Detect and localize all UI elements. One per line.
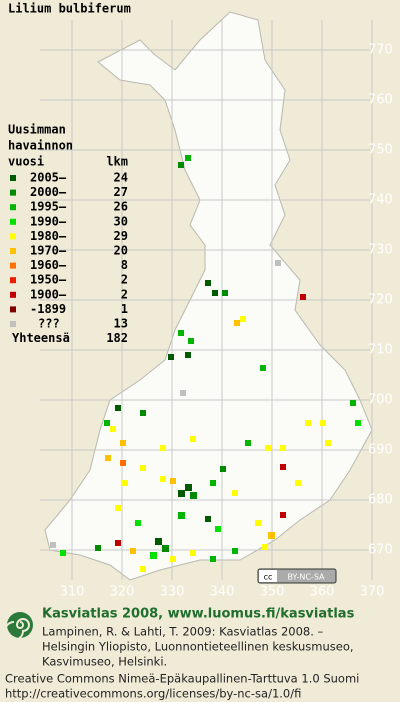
legend-swatch xyxy=(10,321,16,327)
y-axis-label: 670 xyxy=(368,543,393,558)
y-axis-label: 770 xyxy=(368,43,393,58)
x-axis-label: 330 xyxy=(160,585,185,600)
legend-count: 2 xyxy=(121,287,128,301)
legend-swatch xyxy=(10,218,16,225)
svg-text:cc: cc xyxy=(264,573,273,582)
y-axis-label: 760 xyxy=(368,93,393,108)
y-axis-label: 740 xyxy=(368,193,393,208)
x-axis-label: 350 xyxy=(260,585,285,600)
legend-count: 8 xyxy=(121,258,128,272)
legend-count: 26 xyxy=(114,200,128,214)
finland-outline xyxy=(44,11,373,581)
legend-count: 24 xyxy=(114,171,128,185)
legend-label: 1990– xyxy=(30,214,67,228)
legend-count: 20 xyxy=(114,244,128,258)
legend-swatch xyxy=(10,204,16,211)
legend-count: 27 xyxy=(114,185,128,199)
y-axis-label: 750 xyxy=(368,143,393,158)
legend-label: 2000– xyxy=(30,185,67,199)
legend-label: 2005– xyxy=(30,171,67,185)
y-axis-label: 730 xyxy=(368,243,393,258)
badge-label: BY-NC-SA xyxy=(287,573,325,582)
x-axis-label: 370 xyxy=(360,585,385,600)
citation-line: Helsingin Yliopisto, Luonnontieteellinen… xyxy=(42,640,354,654)
y-axis-label: 690 xyxy=(368,443,393,458)
legend-swatch xyxy=(10,233,16,240)
citation-line: Kasvimuseo, Helsinki. xyxy=(42,655,167,669)
legend-count-header: lkm xyxy=(106,155,128,169)
license-line: Creative Commons Nimeä-Epäkaupallinen-Ta… xyxy=(5,672,359,686)
legend-count: 29 xyxy=(114,229,128,243)
legend-total-count: 182 xyxy=(106,331,128,345)
x-axis-label: 320 xyxy=(110,585,135,600)
y-axis-label: 720 xyxy=(368,293,393,308)
cc-badge: cc BY-NC-SA xyxy=(257,568,337,584)
legend-label: 1960– xyxy=(30,258,67,272)
x-axis-label: 360 xyxy=(310,585,335,600)
legend-swatch xyxy=(10,291,16,298)
license-line: http://creativecommons.org/licenses/by-n… xyxy=(5,687,301,701)
legend-label: 1950– xyxy=(30,273,67,287)
legend-label: ??? xyxy=(38,317,60,331)
citation-line: Lampinen, R. & Lahti, T. 2009: Kasviatla… xyxy=(42,625,324,639)
y-axis-label: 710 xyxy=(368,343,393,358)
occurrence-squares xyxy=(50,155,361,572)
x-axis-label: 340 xyxy=(210,585,235,600)
legend-label: 1995– xyxy=(30,200,67,214)
species-title: Lilium bulbiferum xyxy=(8,2,131,16)
y-axis-label: 700 xyxy=(368,393,393,408)
legend-count: 2 xyxy=(121,273,128,287)
legend-header: havainnon xyxy=(8,139,73,153)
legend-count: 13 xyxy=(114,317,128,331)
legend-label: -1899 xyxy=(30,302,66,316)
legend: Uusimman havainnon vuosi lkm 2005– 24 2000… xyxy=(8,123,128,346)
footer-heading: Kasviatlas 2008, www.luomus.fi/kasviatla… xyxy=(42,607,355,622)
legend-label: 1970– xyxy=(30,244,67,258)
legend-swatch xyxy=(10,248,16,254)
legend-swatch xyxy=(10,175,16,181)
legend-swatch xyxy=(10,262,16,269)
logo xyxy=(4,612,33,641)
legend-count: 1 xyxy=(121,302,128,316)
legend-label: 1980– xyxy=(30,229,67,243)
legend-swatch xyxy=(10,306,16,313)
legend-label: 1900– xyxy=(30,287,67,301)
legend-swatch xyxy=(10,189,16,196)
legend-header: Uusimman xyxy=(8,123,66,137)
y-axis-label: 680 xyxy=(368,493,393,508)
legend-count: 30 xyxy=(114,214,128,228)
legend-total-label: Yhteensä xyxy=(12,331,70,345)
legend-header: vuosi xyxy=(8,155,44,169)
legend-swatch xyxy=(10,277,16,284)
x-axis-label: 310 xyxy=(60,585,85,600)
